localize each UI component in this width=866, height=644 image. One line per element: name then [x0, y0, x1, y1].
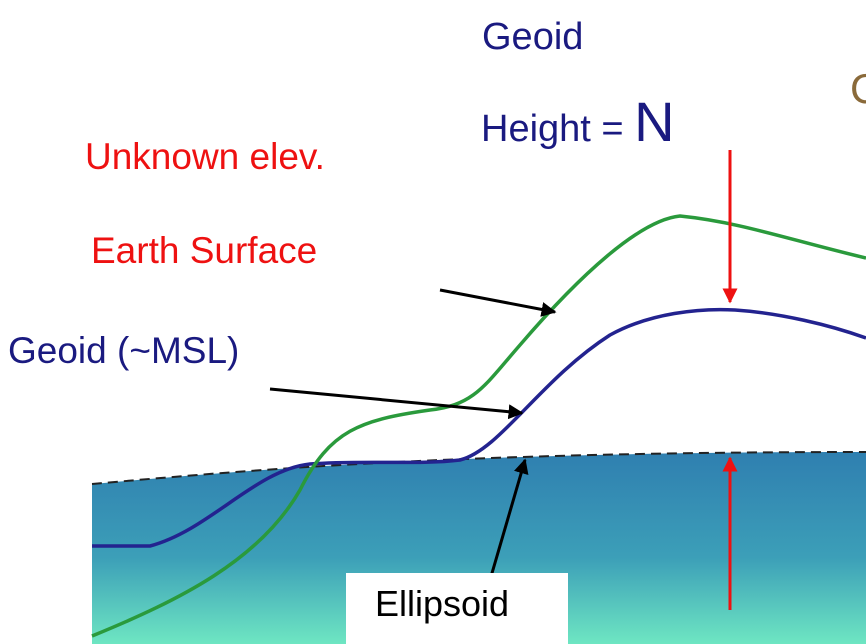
cropped-label: C	[850, 65, 866, 112]
ellipsoid-body	[92, 452, 866, 644]
geoid-height-label-line2: Height = N	[481, 94, 675, 150]
geoid-height-label-line1: Geoid	[482, 16, 584, 58]
earth-surface-label: Earth Surface	[91, 230, 318, 271]
ellipsoid-label: Ellipsoid	[375, 583, 510, 624]
ellipsoid-pointer-arrow	[488, 458, 529, 581]
unknown-elevation-label: Unknown elev.	[85, 136, 325, 177]
geoid-msl-label: Geoid (~MSL)	[8, 330, 240, 371]
ellipsoid-label-box	[346, 573, 568, 644]
earth-surface-curve	[91, 214, 866, 638]
earth-surface-pointer-arrow	[439, 288, 557, 317]
geoid-height-text: Height =	[481, 108, 624, 150]
geoid-pointer-arrow	[269, 387, 524, 420]
geoid-height-symbol: N	[634, 90, 675, 153]
geoid-curve	[92, 307, 866, 548]
